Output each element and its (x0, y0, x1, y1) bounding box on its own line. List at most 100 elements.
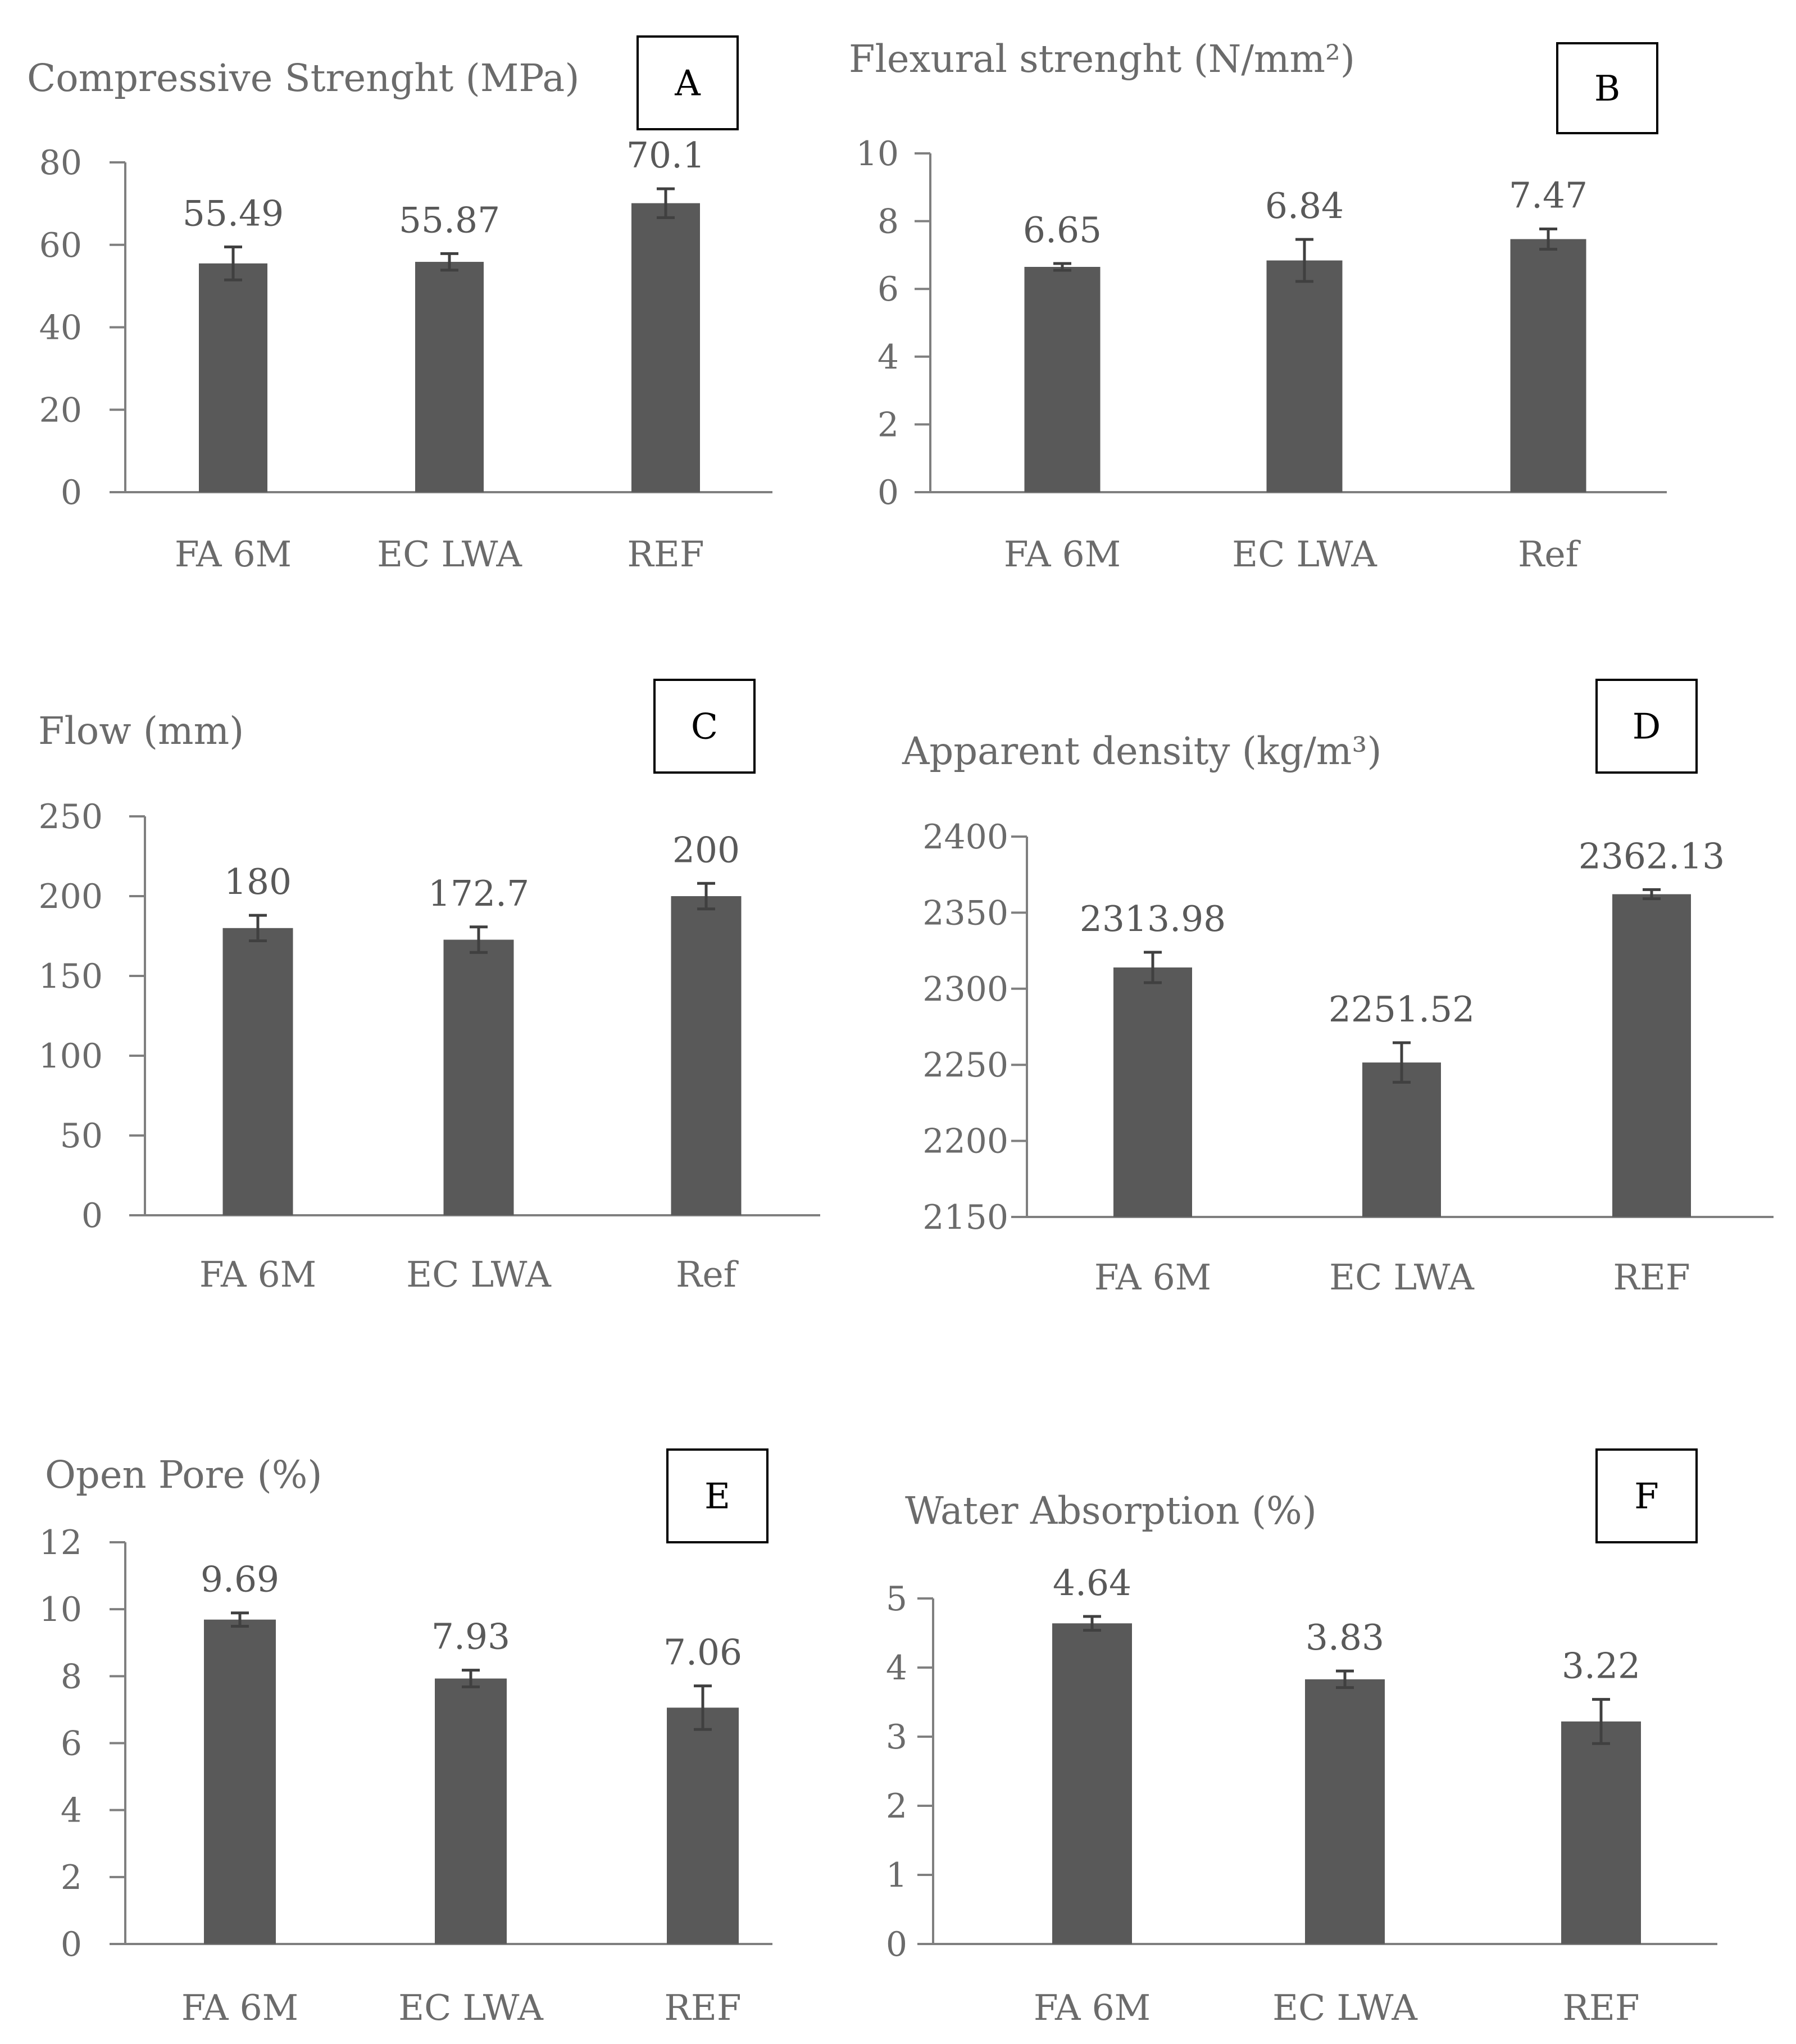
y-tick-label: 2350 (922, 893, 1008, 933)
data-label: 55.87 (399, 199, 500, 240)
panel-letter: E (704, 1476, 730, 1517)
bar (443, 939, 514, 1215)
data-label: 6.65 (1023, 210, 1102, 251)
panel-letter: D (1633, 706, 1661, 747)
chart-panel-c: Flow (mm) C 0 50 100 150 200 250 180 FA 6M 172.7 EC… (38, 679, 820, 1295)
bar (199, 263, 267, 492)
x-tick-label: FA 6M (199, 1254, 316, 1295)
bar (1561, 1721, 1641, 1944)
data-label: 55.49 (183, 193, 284, 234)
y-tick-label: 2400 (922, 817, 1008, 857)
panel-letter-box (666, 1448, 769, 1543)
y-tick-label: 200 (38, 877, 103, 916)
y-tick-label: 60 (39, 226, 82, 265)
y-tick-label: 8 (877, 202, 899, 242)
data-label: 172.7 (428, 873, 529, 914)
x-tick-label: FA 6M (1034, 1987, 1151, 2028)
x-tick-label: EC LWA (406, 1254, 552, 1295)
panel-letter-box (1595, 679, 1698, 774)
y-tick-label: 0 (61, 473, 82, 512)
bar (1510, 239, 1586, 492)
data-label: 6.84 (1265, 185, 1344, 226)
chart-panel-e: Open Pore (%) E 0 2 4 6 8 10 12 9.69 FA 6M 7.93 EC L… (39, 1448, 772, 2028)
data-label: 7.47 (1509, 175, 1588, 216)
bar (1266, 260, 1343, 492)
y-tick-label: 2250 (922, 1046, 1008, 1085)
bar (222, 928, 293, 1215)
panel-letter-box (1556, 42, 1658, 134)
chart-panel-f: Water Absorption (%) F 0 1 2 3 4 5 4.64 FA 6M 3.83… (886, 1448, 1717, 2028)
y-tick-label: 2200 (922, 1122, 1008, 1161)
chart-title: Flow (mm) (38, 709, 244, 753)
panel-letter-box (1595, 1448, 1698, 1543)
bar (415, 262, 484, 492)
y-tick-label: 3 (886, 1718, 907, 1757)
chart-title: Water Absorption (%) (905, 1489, 1317, 1533)
y-tick-label: 0 (61, 1925, 82, 1964)
data-label: 180 (224, 861, 292, 902)
bar (631, 203, 700, 492)
panel-letter: B (1594, 68, 1620, 109)
y-tick-label: 2 (61, 1858, 82, 1897)
y-tick-label: 80 (39, 143, 82, 183)
bar (671, 896, 742, 1215)
chart-panel-a: Compressive Strenght (MPa) A 0 20 40 60 80 55.4… (27, 35, 772, 575)
x-tick-label: REF (627, 534, 704, 575)
bar (1113, 967, 1192, 1217)
y-tick-label: 0 (81, 1196, 103, 1236)
x-tick-label: Ref (676, 1254, 739, 1295)
data-label: 2362.13 (1579, 835, 1725, 876)
x-tick-label: FA 6M (1004, 534, 1121, 575)
panel-letter: C (691, 706, 718, 747)
chart-title: Open Pore (%) (45, 1453, 322, 1497)
chart-panel-b: Flexural strenght (N/mm²) B 0 2 4 6 8 10 6.65 FA … (849, 37, 1667, 575)
y-tick-label: 1 (886, 1856, 907, 1895)
y-tick-label: 50 (60, 1116, 103, 1156)
panel-letter-box (653, 679, 756, 774)
chart-panel-d: Apparent density (kg/m³) D 2150 2200 2250 230… (902, 679, 1774, 1298)
y-tick-label: 10 (856, 134, 899, 174)
y-tick-label: 0 (886, 1925, 907, 1964)
data-label: 7.93 (431, 1616, 510, 1657)
x-tick-label: EC LWA (1329, 1257, 1475, 1298)
y-tick-label: 8 (61, 1657, 82, 1696)
data-label: 70.1 (626, 135, 705, 176)
y-tick-label: 6 (61, 1724, 82, 1764)
y-tick-label: 100 (38, 1037, 103, 1076)
data-label: 2313.98 (1080, 898, 1226, 939)
x-tick-label: EC LWA (1232, 534, 1377, 575)
chart-title: Compressive Strenght (MPa) (27, 56, 580, 100)
bar (1024, 267, 1101, 492)
chart-title: Apparent density (kg/m³) (902, 729, 1381, 773)
y-tick-label: 150 (38, 957, 103, 996)
y-tick-label: 0 (877, 473, 899, 512)
data-label: 7.06 (663, 1632, 742, 1673)
bar (667, 1707, 739, 1944)
x-tick-label: FA 6M (181, 1987, 298, 2028)
y-tick-label: 10 (39, 1590, 82, 1629)
y-tick-label: 250 (38, 797, 103, 837)
y-tick-label: 6 (877, 270, 899, 309)
bar (204, 1619, 276, 1944)
x-tick-label: REF (664, 1987, 741, 2028)
bar (435, 1678, 507, 1944)
y-tick-label: 5 (886, 1579, 907, 1619)
data-label: 3.22 (1562, 1646, 1640, 1687)
y-tick-label: 12 (39, 1523, 82, 1562)
panel-letter-box (636, 35, 739, 130)
y-tick-label: 2 (886, 1787, 907, 1826)
data-label: 9.69 (201, 1559, 279, 1600)
x-tick-label: EC LWA (377, 534, 522, 575)
chart-title: Flexural strenght (N/mm²) (849, 37, 1355, 81)
data-label: 3.83 (1306, 1617, 1384, 1658)
x-tick-label: FA 6M (175, 534, 292, 575)
y-tick-label: 2150 (922, 1198, 1008, 1237)
data-label: 200 (672, 829, 740, 870)
bar (1612, 894, 1691, 1217)
panel-letter: F (1634, 1476, 1659, 1517)
x-tick-label: REF (1613, 1257, 1690, 1298)
bar (1362, 1062, 1441, 1217)
panel-letter: A (674, 63, 701, 104)
x-tick-label: EC LWA (1272, 1987, 1418, 2028)
